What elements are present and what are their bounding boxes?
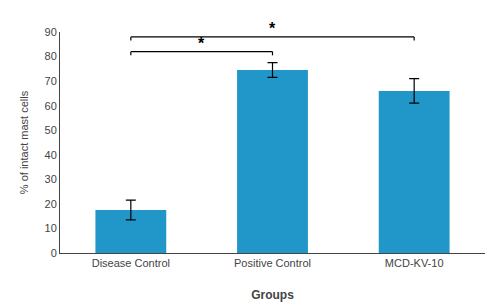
svg-text:Groups: Groups (251, 288, 294, 302)
svg-text:% of intact mast cells: % of intact mast cells (18, 90, 30, 194)
svg-text:*: * (198, 35, 205, 52)
svg-text:40: 40 (45, 149, 57, 161)
svg-text:80: 80 (45, 50, 57, 62)
svg-text:70: 70 (45, 75, 57, 87)
svg-text:0: 0 (51, 247, 57, 259)
svg-text:MCD-KV-10: MCD-KV-10 (385, 257, 444, 269)
svg-text:60: 60 (45, 100, 57, 112)
svg-text:*: * (269, 20, 276, 37)
svg-text:30: 30 (45, 173, 57, 185)
svg-text:Positive Control: Positive Control (234, 257, 311, 269)
svg-text:Disease Control: Disease Control (92, 257, 170, 269)
svg-text:50: 50 (45, 124, 57, 136)
svg-text:20: 20 (45, 198, 57, 210)
svg-text:90: 90 (45, 26, 57, 38)
svg-text:10: 10 (45, 222, 57, 234)
